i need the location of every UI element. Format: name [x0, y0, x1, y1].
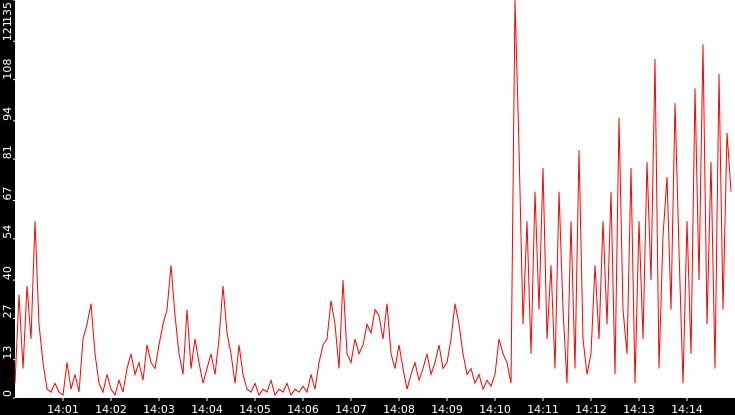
y-tick-label: 0 — [1, 390, 14, 397]
x-tick-label: 14:04 — [191, 403, 223, 415]
x-tick-label: 14:06 — [287, 403, 319, 415]
y-tick-label: 121 — [1, 20, 14, 41]
x-tick-label: 14:03 — [143, 403, 175, 415]
x-axis-strip — [0, 398, 735, 415]
y-tick-label: 40 — [1, 266, 14, 280]
x-tick-label: 14:10 — [479, 403, 511, 415]
y-tick-label: 135 — [1, 2, 14, 23]
y-tick-label: 94 — [1, 107, 14, 121]
x-tick-label: 14:02 — [95, 403, 127, 415]
x-tick-label: 14:07 — [335, 403, 367, 415]
x-tick-label: 14:08 — [383, 403, 415, 415]
y-tick-label: 13 — [1, 346, 14, 360]
x-tick-label: 14:09 — [431, 403, 463, 415]
x-tick-label: 14:05 — [239, 403, 271, 415]
x-tick-label: 14:11 — [527, 403, 559, 415]
x-axis: 14:01 14:02 14:03 14:04 14:05 14:06 14:07 14:08… — [47, 398, 703, 415]
series-line — [14, 0, 732, 397]
x-tick-label: 14:12 — [575, 403, 607, 415]
y-axis-strip — [0, 0, 15, 415]
plot-area — [15, 0, 735, 398]
y-tick-label: 67 — [1, 186, 14, 200]
y-tick-label: 81 — [1, 145, 14, 159]
y-tick-label: 108 — [1, 59, 14, 80]
x-tick-label: 14:01 — [47, 403, 79, 415]
x-tick-label: 14:14 — [671, 403, 703, 415]
x-tick-label: 14:13 — [623, 403, 655, 415]
y-tick-label: 54 — [1, 225, 14, 239]
y-tick-label: 27 — [1, 304, 14, 318]
